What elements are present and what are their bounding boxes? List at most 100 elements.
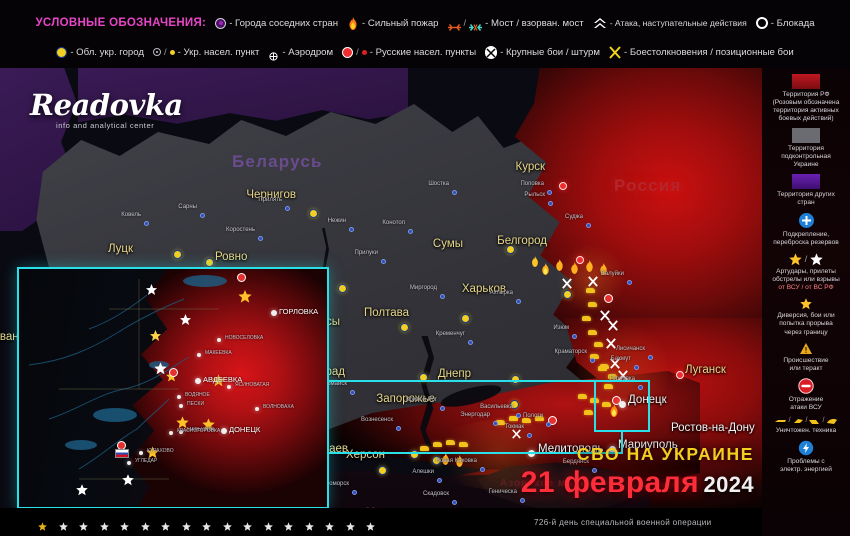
slash-separator: / [804, 253, 808, 265]
inset-city-dot [127, 461, 131, 465]
city-dot-small [408, 229, 413, 234]
city-dot [506, 245, 515, 254]
rp-reinforcement: Подкрепление, переброска резервов [765, 212, 847, 247]
city-dot-small [516, 299, 521, 304]
rp-line: попытка прорыва [779, 320, 833, 328]
rp-line: Проблемы с [787, 457, 825, 465]
rp-label: Территория других стран [777, 191, 835, 207]
readovka-logo[interactable]: Readovka info and analytical center [30, 88, 183, 130]
city-dot-small [546, 422, 551, 427]
ukr-settlement-dot-icon [169, 49, 175, 55]
star-icon [345, 518, 355, 531]
reinforcement-plus-icon [798, 212, 815, 229]
legend-item-airfield: - Аэродром [268, 47, 333, 61]
city-dot-small [480, 467, 485, 472]
repelled-attack-icon [798, 377, 814, 394]
legend-label: - Боестолкновения / позиционные бои [623, 46, 794, 58]
city-dot-small [590, 358, 595, 363]
donetsk-highlight-box[interactable] [594, 380, 650, 432]
rp-line: Территория РФ [782, 91, 830, 98]
top-legend-bar: УСЛОВНЫЕ ОБОЗНАЧЕНИЯ: - Города соседних … [0, 0, 850, 68]
rp-territory-rf: Территория РФ (Розовым обозначена террит… [765, 74, 847, 123]
rp-label: Происшествие или теракт [783, 357, 828, 373]
title-heading: СВО НА УКРАИНЕ [576, 444, 754, 464]
bridge-destroyed-icon [469, 19, 483, 31]
rp-territory-other: Территория других стран [765, 174, 847, 207]
city-dot-small [258, 236, 263, 241]
clash-icon [609, 45, 621, 59]
legend-item-blockade: - Блокада [755, 17, 815, 29]
airfield-icon [268, 48, 279, 61]
city-dot [676, 371, 684, 379]
oblast-city-icon [56, 46, 68, 58]
city-dot-small [627, 280, 632, 285]
city-dot-small [350, 390, 355, 395]
blockade-ring-icon [755, 17, 768, 29]
russian-settlement-icon [342, 46, 354, 58]
city-dot [400, 323, 409, 332]
legend-label: - Обл. укр. город [70, 46, 144, 58]
star-icon [263, 518, 273, 531]
rp-label: Подкрепление, переброска резервов [773, 231, 839, 247]
bridge-icon [447, 19, 461, 31]
inset-city-dot [195, 378, 201, 384]
city-dot-small [352, 490, 357, 495]
rp-line: Уничтожен. техника [775, 426, 837, 434]
rp-line: или теракт [789, 364, 823, 372]
legend-item-attack: - Атака, наступательные действия [593, 17, 747, 30]
city-dot [309, 209, 318, 218]
rp-line: Отражение [788, 395, 824, 403]
neighbor-city-icon [215, 17, 227, 29]
inset-city-dot [271, 310, 277, 316]
legend-label: - Атака, наступательные действия [609, 18, 747, 28]
rp-destroyed-vehicles: / / / Уничтожен. техника [765, 417, 847, 435]
star-icon [243, 518, 252, 531]
legend-row-1: УСЛОВНЫЕ ОБОЗНАЧЕНИЯ: - Города соседних … [0, 13, 850, 33]
city-dot [510, 400, 519, 409]
rp-line: Артудары, прилеты [776, 268, 836, 276]
slash-separator: / [463, 17, 467, 29]
sabotage-star-icon [799, 297, 813, 310]
city-dot-small [452, 190, 457, 195]
city-dot [619, 401, 626, 408]
rp-label: Территория РФ (Розовым обозначена террит… [773, 91, 840, 123]
city-dot-small [520, 498, 525, 503]
legend-item-fire: - Сильный пожар [347, 16, 439, 30]
legend-label: - Мост / взорван. мост [485, 17, 584, 29]
city-dot-small [468, 340, 473, 345]
inset-city-dot [179, 430, 183, 434]
star-icon [120, 518, 129, 531]
inset-connector-horizontal [0, 378, 1, 379]
rp-line: от ВСУ / от ВС РФ [778, 284, 834, 292]
legend-label: - Блокада [770, 17, 815, 29]
rp-line: боевых действий) [778, 115, 834, 123]
star-icon [284, 518, 293, 531]
inset-city-dot [177, 395, 181, 399]
legend-item-major-battle: - Крупные бои / штурм [485, 46, 600, 59]
city-dot-small [440, 294, 445, 299]
rp-sabotage: Диверсия, бои или попытка прорыва через … [765, 297, 847, 336]
rp-line: (Розовым обозначена [772, 99, 840, 107]
star-icon [304, 518, 314, 531]
legend-item-bridge: / - Мост / взорван. мост [447, 17, 584, 31]
city-dot-small [396, 426, 401, 431]
rp-line: Подкрепление, [782, 231, 830, 239]
legend-label: - Сильный пожар [362, 17, 439, 29]
logo-wordmark: Readovka [30, 88, 183, 122]
city-dot [609, 446, 616, 453]
donetsk-inset-map[interactable]: ДОНЕЦК ГОРЛОВКА АВДЕЕВКА ЯСИНОВАТАЯ МАКЕЕВКА… [17, 267, 329, 509]
city-dot [511, 375, 520, 384]
inset-city-dot [197, 353, 201, 357]
star-icon [181, 518, 191, 531]
star-icon [140, 518, 150, 531]
belarus-territory [78, 68, 408, 124]
rp-power-problem: Проблемы с электр. энергией [765, 440, 847, 474]
star-icon [38, 518, 47, 531]
legend-label: - Русские насел. пункты [369, 46, 477, 58]
star-row [38, 518, 375, 531]
ukr-settlement-icon [152, 48, 161, 56]
title-block: СВО НА УКРАИНЕ 21 февраля 2024 [521, 444, 754, 500]
inset-city-dot [179, 404, 183, 408]
legend-item-clash: - Боестолкновения / позиционные бои [609, 45, 794, 59]
